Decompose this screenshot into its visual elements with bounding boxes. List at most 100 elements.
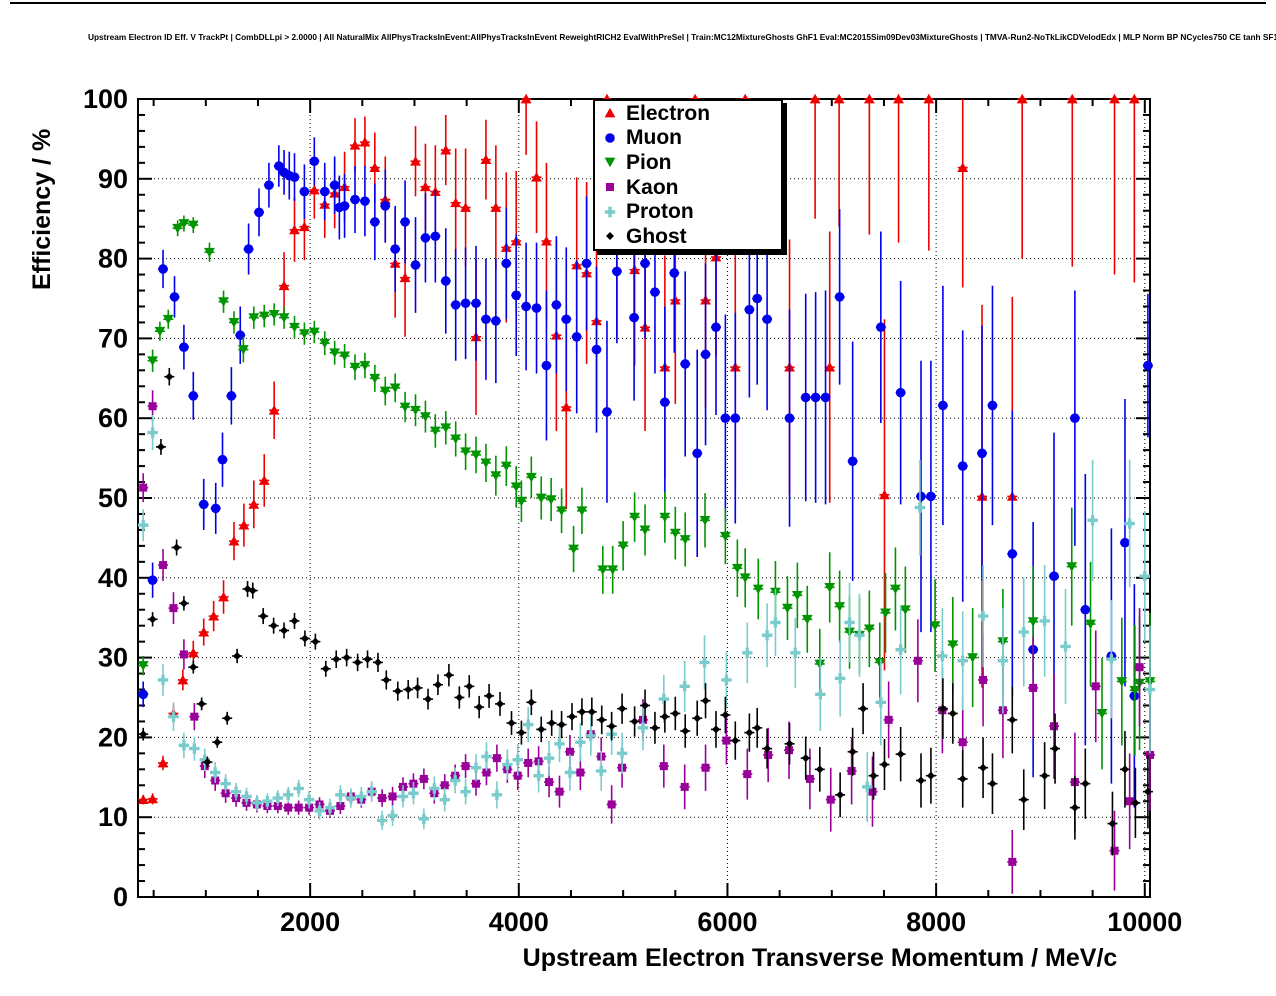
diamond-marker xyxy=(753,723,762,732)
diamond-marker xyxy=(1051,744,1060,753)
circle-marker xyxy=(179,342,189,352)
triangle-down-marker xyxy=(162,314,174,325)
triangle-down-marker xyxy=(604,158,616,168)
square-marker xyxy=(764,750,773,759)
cross-marker xyxy=(585,730,596,742)
triangle-down-marker xyxy=(178,219,190,229)
cross-marker xyxy=(387,810,398,821)
diamond-marker xyxy=(606,232,614,241)
triangle-up-marker xyxy=(893,93,904,104)
circle-marker xyxy=(370,217,380,227)
cross-marker xyxy=(210,767,221,778)
y-tick-label: 50 xyxy=(98,483,128,513)
circle-marker xyxy=(916,491,926,502)
triangle-down-marker xyxy=(719,531,731,542)
cross-marker xyxy=(449,775,461,786)
circle-marker xyxy=(1143,360,1153,371)
triangle-down-marker xyxy=(863,624,875,635)
cross-marker xyxy=(554,738,565,749)
circle-marker xyxy=(380,201,391,211)
plot-title: Upstream Electron ID Eff. V TrackPt | Co… xyxy=(88,32,1276,42)
circle-marker xyxy=(410,260,421,270)
triangle-up-marker xyxy=(218,591,229,602)
diamond-marker xyxy=(630,717,639,726)
diamond-marker xyxy=(607,722,616,731)
triangle-up-marker xyxy=(187,647,199,658)
triangle-down-marker xyxy=(568,544,579,555)
triangle-down-marker xyxy=(429,426,441,437)
square-marker xyxy=(826,795,835,804)
triangle-up-marker xyxy=(460,202,471,212)
cross-marker xyxy=(262,796,273,807)
diamond-marker xyxy=(557,720,566,729)
triangle-down-marker xyxy=(669,528,681,539)
triangle-down-marker xyxy=(319,338,331,349)
triangle-down-marker xyxy=(874,657,886,668)
legend-marker-circle-icon xyxy=(605,133,615,143)
circle-marker xyxy=(390,244,400,254)
triangle-up-marker xyxy=(450,197,462,208)
triangle-down-marker xyxy=(597,565,609,576)
triangle-up-marker xyxy=(809,93,821,104)
cross-marker xyxy=(512,754,523,765)
triangle-up-marker xyxy=(208,610,220,621)
cross-marker xyxy=(742,647,753,659)
circle-marker xyxy=(169,292,180,302)
diamond-marker xyxy=(1070,803,1079,812)
triangle-down-marker xyxy=(154,326,166,337)
diamond-marker xyxy=(404,685,413,694)
diamond-marker xyxy=(321,664,330,673)
diamond-marker xyxy=(693,714,702,723)
triangle-up-marker xyxy=(669,294,681,305)
triangle-down-marker xyxy=(460,447,471,457)
circle-marker xyxy=(820,392,831,403)
cross-marker xyxy=(844,617,855,628)
cross-marker xyxy=(761,630,773,641)
diamond-marker xyxy=(203,758,212,767)
square-marker xyxy=(378,794,387,803)
triangle-up-marker xyxy=(604,108,616,118)
square-marker xyxy=(805,774,814,783)
cross-marker xyxy=(522,719,534,730)
legend-item-ghost: Ghost xyxy=(595,224,781,249)
square-marker xyxy=(1146,750,1154,759)
cross-marker xyxy=(596,765,607,777)
cross-marker xyxy=(241,791,252,802)
legend-label: Pion xyxy=(626,150,672,174)
cross-marker xyxy=(439,794,450,805)
diamond-marker xyxy=(444,671,453,680)
triangle-down-marker xyxy=(731,563,743,574)
square-marker xyxy=(1125,797,1134,806)
diamond-marker xyxy=(916,776,925,785)
cross-marker xyxy=(1039,615,1050,627)
triangle-down-marker xyxy=(556,506,567,516)
square-marker xyxy=(1029,683,1038,692)
circle-marker xyxy=(876,322,886,333)
triangle-up-marker xyxy=(359,136,371,147)
triangle-down-marker xyxy=(359,361,371,371)
diamond-marker xyxy=(938,704,947,713)
cross-marker xyxy=(251,797,263,809)
triangle-up-marker xyxy=(268,405,280,415)
triangle-up-marker xyxy=(308,184,320,195)
circle-marker xyxy=(669,268,680,278)
diamond-marker xyxy=(1131,798,1140,807)
triangle-down-marker xyxy=(204,247,215,258)
cross-marker xyxy=(418,813,430,824)
triangle-down-marker xyxy=(510,482,522,493)
circle-marker xyxy=(420,233,431,243)
diamond-marker xyxy=(763,744,772,753)
diamond-marker xyxy=(880,760,889,769)
cross-marker xyxy=(1144,684,1156,695)
cross-marker xyxy=(658,693,670,705)
circle-marker xyxy=(847,456,858,467)
cross-marker xyxy=(997,655,1009,666)
triangle-up-marker xyxy=(198,626,210,637)
x-tick-label: 4000 xyxy=(489,907,549,937)
triangle-down-marker xyxy=(480,458,492,469)
square-marker xyxy=(169,604,178,613)
cross-marker xyxy=(616,748,628,759)
triangle-up-marker xyxy=(833,93,845,104)
triangle-down-marker xyxy=(329,348,341,358)
triangle-up-marker xyxy=(248,499,260,509)
